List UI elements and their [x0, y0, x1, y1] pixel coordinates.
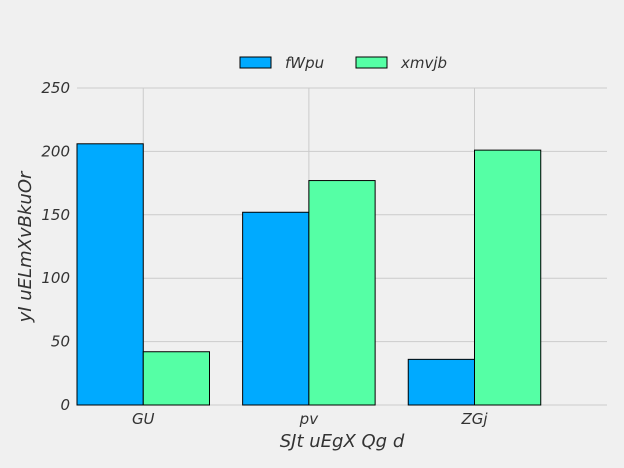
y-tick-label: 50: [51, 333, 70, 351]
x-axis-ticks: GU pv ZGj: [132, 410, 488, 428]
bar-xmvjb-ZGj: [474, 149, 542, 406]
legend-label-xmvjb: xmvjb: [400, 54, 447, 72]
bar-fWpu-pv: [242, 211, 310, 406]
y-tick-label: 100: [41, 269, 70, 287]
x-axis-label: SJt uEgX Qg d: [280, 431, 405, 452]
y-axis-label: yI uELmXvBkuOr: [15, 170, 36, 323]
y-tick-label: 250: [41, 79, 70, 97]
legend-label-fWpu: fWpu: [285, 54, 324, 72]
bar-xmvjb-pv: [308, 180, 376, 406]
x-tick-label: GU: [132, 410, 155, 428]
bar-fWpu-ZGj: [407, 358, 475, 406]
x-tick-label: ZGj: [460, 410, 488, 428]
legend: fWpu xmvjb: [239, 54, 447, 72]
legend-swatch-xmvjb: [355, 56, 388, 69]
bars: [76, 143, 542, 406]
y-tick-label: 0: [60, 396, 70, 414]
x-tick-label: pv: [299, 410, 320, 428]
y-tick-label: 150: [41, 206, 70, 224]
y-axis-ticks: 0 50 100 150 200 250: [41, 79, 70, 414]
bar-xmvjb-GU: [142, 351, 210, 406]
bar-fWpu-GU: [76, 143, 144, 406]
legend-swatch-fWpu: [239, 56, 272, 69]
y-tick-label: 200: [41, 142, 70, 160]
